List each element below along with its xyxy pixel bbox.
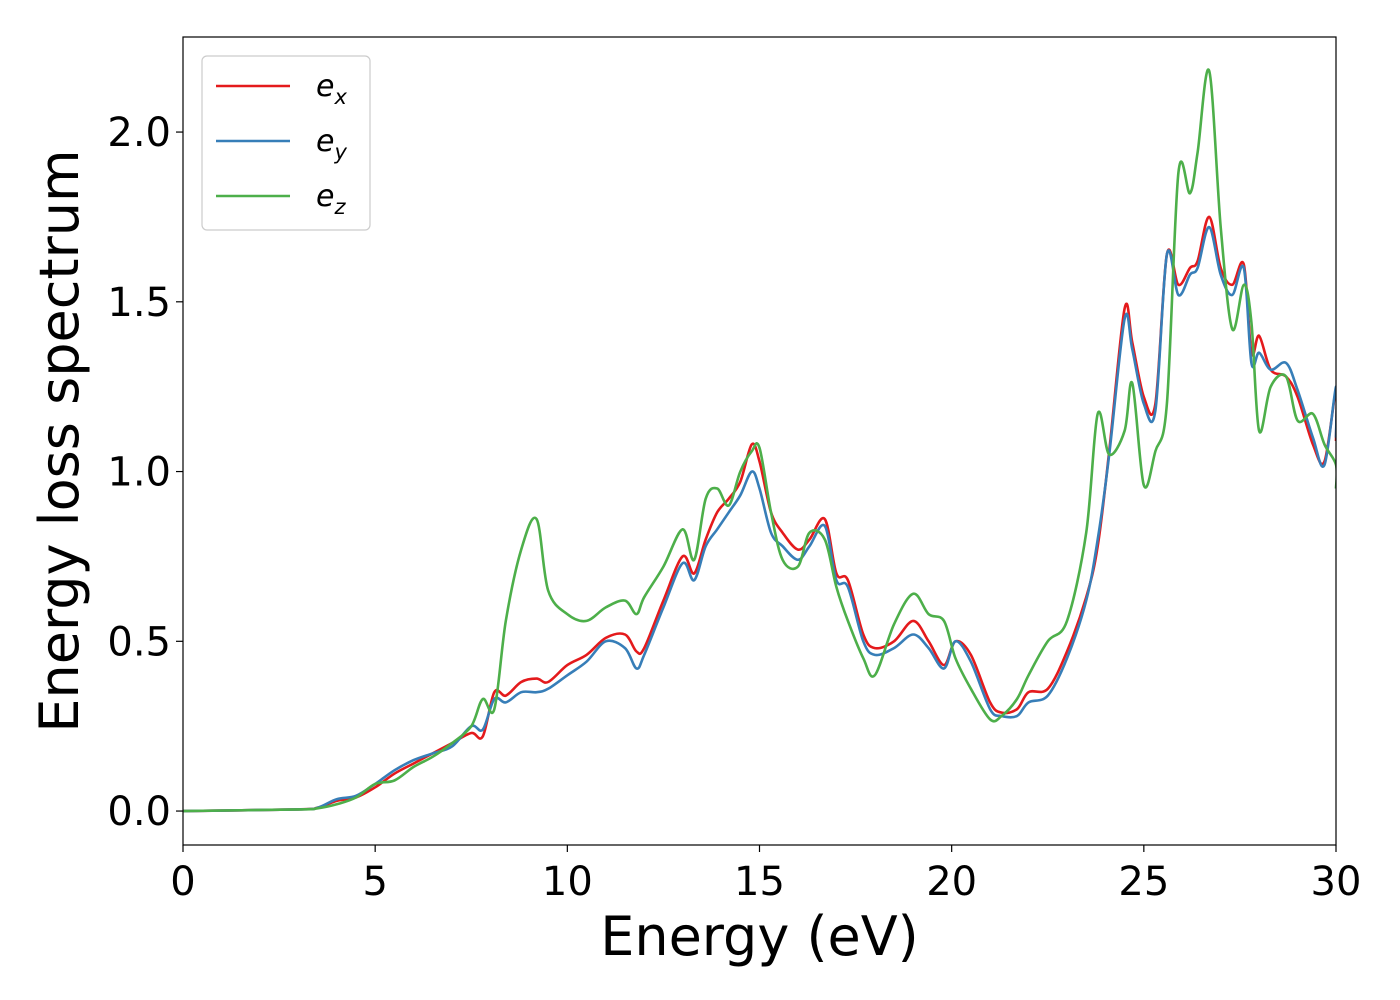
series-layer <box>183 68 1336 813</box>
legend-label-base: e <box>316 124 334 159</box>
legend-label-base: e <box>316 179 334 214</box>
legend-box <box>201 55 371 231</box>
y-tick-label: 1.5 <box>107 280 171 326</box>
legend-label-subscript: z <box>333 195 346 219</box>
legend-label-base: e <box>316 69 334 104</box>
legend-label-z: ez <box>316 179 346 219</box>
series-line-z <box>183 68 1336 813</box>
series-line-x <box>183 215 1336 813</box>
y-axis-title: Energy loss spectrum <box>28 149 91 732</box>
legend-label-x: ex <box>316 69 347 109</box>
x-tick-label: 25 <box>1118 859 1169 905</box>
x-axis-title: Energy (eV) <box>600 905 919 968</box>
y-tick-label: 1.0 <box>107 450 171 496</box>
legend-label-y: ey <box>316 124 347 164</box>
x-tick-label: 20 <box>926 859 977 905</box>
legend-label-subscript: x <box>333 85 347 109</box>
x-tick-label: 10 <box>542 859 593 905</box>
y-tick-label: 0.5 <box>107 619 171 665</box>
x-tick-label: 15 <box>734 859 785 905</box>
y-tick-label: 0.0 <box>107 789 171 835</box>
y-tick-label: 2.0 <box>107 110 171 156</box>
x-tick-label: 30 <box>1311 859 1362 905</box>
legend-label-subscript: y <box>333 140 347 164</box>
x-tick-label: 0 <box>170 859 195 905</box>
series-line-y <box>183 225 1336 813</box>
y-axis: 0.0 0.5 1.0 1.5 2.0 <box>107 110 183 835</box>
x-tick-label: 5 <box>362 859 387 905</box>
x-axis: 0 5 10 15 20 25 30 <box>170 845 1361 905</box>
